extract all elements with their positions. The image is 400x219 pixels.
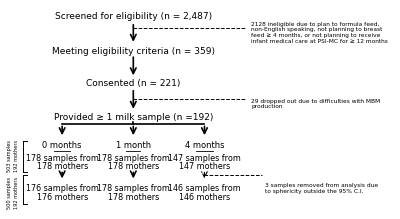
- Text: 147 mothers: 147 mothers: [179, 162, 230, 171]
- Text: 146 samples from: 146 samples from: [168, 184, 241, 193]
- Text: 192 mothers: 192 mothers: [14, 177, 19, 209]
- Text: 3 samples removed from analysis due
to sphericity outside the 95% C.I.: 3 samples removed from analysis due to s…: [265, 183, 378, 194]
- Text: Screened for eligibility (n = 2,487): Screened for eligibility (n = 2,487): [55, 12, 212, 21]
- Text: 178 mothers: 178 mothers: [108, 162, 159, 171]
- Text: 2128 ineligible due to plan to formula feed,
non-English speaking, not planning : 2128 ineligible due to plan to formula f…: [251, 21, 388, 44]
- Text: 178 samples from: 178 samples from: [97, 184, 170, 193]
- Text: 1 month: 1 month: [116, 141, 151, 150]
- Text: 178 samples from: 178 samples from: [26, 154, 98, 163]
- Text: 146 mothers: 146 mothers: [179, 193, 230, 202]
- Text: 178 mothers: 178 mothers: [108, 193, 159, 202]
- Text: Provided ≥ 1 milk sample (n =192): Provided ≥ 1 milk sample (n =192): [54, 113, 213, 122]
- Text: Consented (n = 221): Consented (n = 221): [86, 79, 180, 88]
- Text: 176 mothers: 176 mothers: [36, 193, 88, 202]
- Text: Meeting eligibility criteria (n = 359): Meeting eligibility criteria (n = 359): [52, 47, 215, 56]
- Text: 503 samples: 503 samples: [6, 140, 12, 172]
- Text: 0 months: 0 months: [42, 141, 82, 150]
- Text: 500 samples: 500 samples: [6, 177, 12, 209]
- Text: 29 dropped out due to difficulties with MBM
production: 29 dropped out due to difficulties with …: [251, 99, 380, 110]
- Text: 147 samples from: 147 samples from: [168, 154, 241, 163]
- Text: 176 samples from: 176 samples from: [26, 184, 98, 193]
- Text: 178 samples from: 178 samples from: [97, 154, 170, 163]
- Text: 192 mothers: 192 mothers: [14, 140, 19, 172]
- Text: 178 mothers: 178 mothers: [36, 162, 88, 171]
- Text: 4 months: 4 months: [185, 141, 224, 150]
